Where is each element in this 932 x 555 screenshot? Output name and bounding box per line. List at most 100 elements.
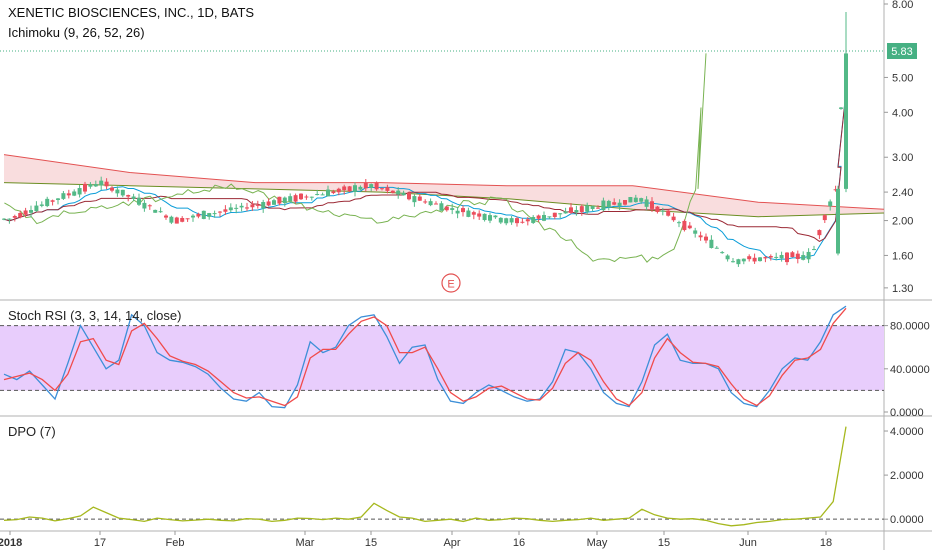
candle-body: [623, 200, 627, 205]
stoch-rsi-title: Stoch RSI (3, 3, 14, 14, close): [8, 308, 181, 323]
candle-body: [272, 200, 276, 205]
price-tick-label: 5.00: [892, 72, 913, 84]
candle-body: [763, 257, 768, 259]
candle-body: [2, 218, 6, 220]
candle-body: [120, 189, 125, 196]
x-tick-label: 16: [513, 537, 525, 549]
candle-body: [115, 189, 120, 194]
x-tick-label: 15: [365, 537, 377, 549]
candle-body: [774, 256, 779, 258]
candle-body: [196, 213, 201, 217]
candle-body: [347, 186, 352, 192]
dpo-tick-label: 4.0000: [890, 426, 924, 438]
x-tick-label: May: [587, 537, 608, 549]
candle-body: [142, 202, 147, 209]
y-axes: 8.00 5.00 4.00 3.00 2.40 2.00 1.60 1.30 80.0000 4…: [884, 0, 930, 526]
candle-body: [498, 217, 503, 223]
candle-body: [304, 196, 309, 198]
candle-body: [12, 216, 17, 218]
candle-body: [536, 215, 541, 219]
stoch-band: [0, 325, 884, 391]
candle-body: [385, 187, 390, 191]
candle-body: [450, 208, 455, 210]
price-tick-label: 1.60: [892, 250, 913, 262]
candle-body: [39, 204, 44, 206]
candle-body: [396, 190, 401, 195]
price-tick-label: 2.40: [892, 187, 913, 199]
candle-body: [34, 205, 39, 212]
candle-body: [169, 216, 174, 223]
candle-body: [677, 222, 681, 224]
candle-body: [83, 183, 87, 192]
candle-body: [812, 249, 816, 251]
candle-body: [7, 218, 12, 220]
candle-body: [455, 210, 460, 214]
candle-body: [488, 215, 492, 221]
candle-body: [407, 192, 411, 200]
stoch-tick-label: 80.0000: [890, 321, 930, 333]
candle-body: [736, 259, 741, 265]
candle-body: [93, 184, 98, 187]
candle-body: [153, 209, 158, 213]
candle-body: [363, 182, 368, 189]
cloud-span-b: [3, 154, 885, 210]
candle-body: [785, 252, 789, 263]
candle-body: [223, 209, 228, 212]
candle-body: [207, 213, 212, 217]
candle-body: [147, 205, 152, 207]
candle-body: [579, 206, 584, 213]
candle-body: [731, 261, 735, 263]
candle-body: [752, 257, 757, 262]
candle-body: [552, 212, 557, 217]
candle-body: [434, 203, 438, 205]
candle-body: [547, 216, 552, 218]
candle-body: [574, 210, 579, 213]
candle-body: [606, 200, 611, 207]
candle-body: [520, 221, 525, 223]
candle-body: [164, 215, 168, 218]
candle-body: [174, 217, 179, 224]
candle-body: [747, 256, 752, 260]
cloud-fill: [4, 154, 884, 217]
price-tick-label: 8.00: [892, 0, 913, 11]
x-tick-label: Jun: [739, 537, 757, 549]
stoch-tick-label: 0.0000: [890, 407, 924, 419]
chart-title: XENETIC BIOSCIENCES, INC., 1D, BATS: [8, 5, 254, 20]
ichimoku-cloud: [3, 154, 885, 218]
conversion-line: [3, 91, 847, 261]
candle-body: [558, 213, 563, 215]
candle-body: [250, 204, 255, 208]
candle-body: [326, 189, 330, 197]
candle-body: [628, 197, 633, 203]
candle-body: [266, 201, 271, 206]
last-price-badge: [887, 43, 917, 59]
indicator-label: Ichimoku (9, 26, 52, 26): [8, 25, 145, 40]
earnings-marker-circle[interactable]: [441, 273, 461, 293]
price-tick-label: 1.30: [892, 283, 913, 295]
candle-body: [401, 192, 406, 196]
earnings-marker-label[interactable]: E: [447, 279, 454, 291]
candle-body: [239, 205, 244, 208]
candle-body: [212, 213, 217, 215]
candle-body: [617, 202, 622, 206]
candle-body: [56, 198, 60, 200]
candle-body: [185, 218, 190, 220]
dpo-tick-label: 0.0000: [890, 514, 924, 526]
candle-body: [590, 206, 595, 209]
candle-body: [228, 207, 233, 211]
candle-body: [709, 239, 714, 248]
candle-body: [612, 202, 617, 205]
candle-body: [525, 219, 530, 222]
candle-body: [471, 212, 476, 215]
candle-body: [844, 53, 848, 189]
candle-body: [423, 201, 428, 203]
candle-body: [412, 196, 417, 203]
stoch-tick-label: 40.0000: [890, 364, 930, 376]
candle-body: [137, 197, 141, 205]
candle-body: [585, 205, 590, 212]
candle-body: [493, 215, 498, 218]
price-tick-label: 3.00: [892, 152, 913, 164]
price-tick-label: 4.00: [892, 107, 913, 119]
candle-body: [191, 215, 195, 218]
candle-body: [50, 200, 55, 202]
